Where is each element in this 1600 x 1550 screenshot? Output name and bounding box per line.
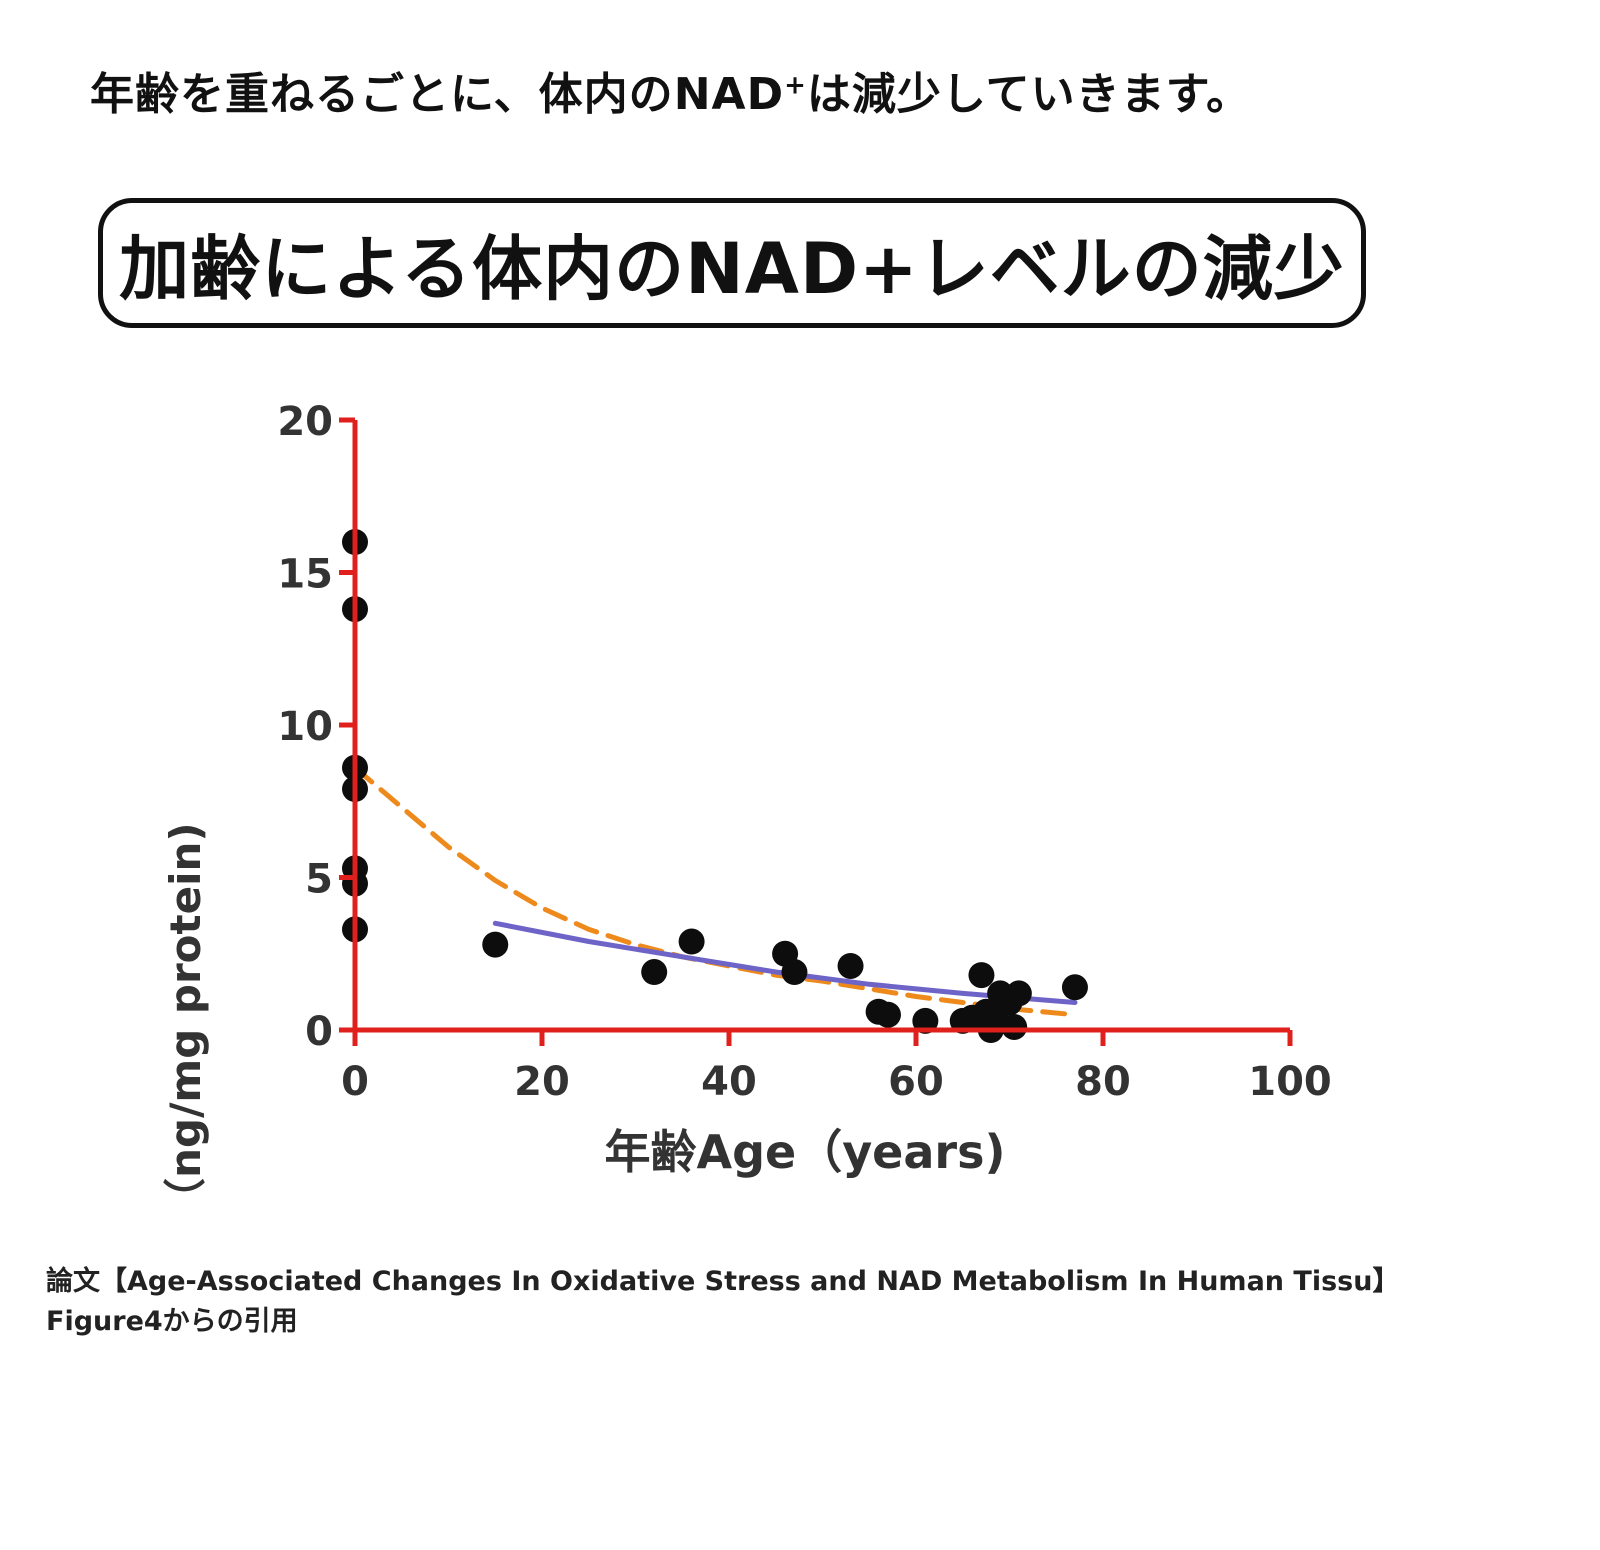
data-point <box>641 959 668 986</box>
data-point <box>482 931 509 958</box>
fit-curves <box>352 765 1078 1018</box>
chart-title-box: 加齢による体内のNAD+レベルの減少 <box>98 198 1366 328</box>
data-point <box>1061 974 1088 1001</box>
y-tick-label: 10 <box>277 704 333 750</box>
x-tick-label: 60 <box>888 1059 944 1105</box>
headline-sup: + <box>784 70 807 101</box>
y-tick-label: 0 <box>305 1009 333 1055</box>
y-axis-label: NAD+（ng/mg protein) <box>161 822 210 1220</box>
data-point <box>874 1001 901 1028</box>
data-point <box>1001 1013 1028 1040</box>
data-point <box>781 959 808 986</box>
data-point <box>1005 980 1032 1007</box>
headline-nad: NAD <box>673 69 785 120</box>
x-tick-label: 100 <box>1248 1059 1332 1105</box>
y-tick-label: 5 <box>305 857 333 903</box>
data-point <box>968 962 995 989</box>
chart-title: 加齢による体内のNAD+レベルの減少 <box>119 227 1345 310</box>
citation-line-1: 論文【Age-Associated Changes In Oxidative S… <box>46 1266 1400 1297</box>
headline: 年齢を重ねるごとに、体内のNAD+は減少していきます。 <box>90 58 1251 122</box>
solid-fit-curve <box>492 920 1078 1005</box>
axes: 0 5 10 15 20 0 20 40 60 80 100 <box>277 399 1331 1105</box>
x-axis-label: 年齢Age（years) <box>604 1125 1005 1179</box>
x-tick-label: 80 <box>1075 1059 1131 1105</box>
y-tick-label: 15 <box>277 552 333 598</box>
data-point <box>837 952 864 979</box>
nad-age-chart: 0 5 10 15 20 0 20 40 60 80 100 年齢Age（years) NAD+（n… <box>161 399 1332 1220</box>
x-tick-label: 20 <box>514 1059 570 1105</box>
headline-after: は減少していきます。 <box>806 69 1252 120</box>
citation-caption: 論文【Age-Associated Changes In Oxidative S… <box>46 1262 1399 1342</box>
y-tick-label: 20 <box>277 399 333 445</box>
data-points <box>342 529 1088 1043</box>
citation-line-2: Figure4からの引用 <box>46 1306 298 1337</box>
x-tick-label: 40 <box>701 1059 757 1105</box>
x-tick-label: 0 <box>341 1059 369 1105</box>
data-point <box>678 928 705 955</box>
dashed-fit-curve <box>352 765 1078 1018</box>
headline-before: 年齢を重ねるごとに、体内の <box>90 69 674 120</box>
data-point <box>912 1007 939 1034</box>
